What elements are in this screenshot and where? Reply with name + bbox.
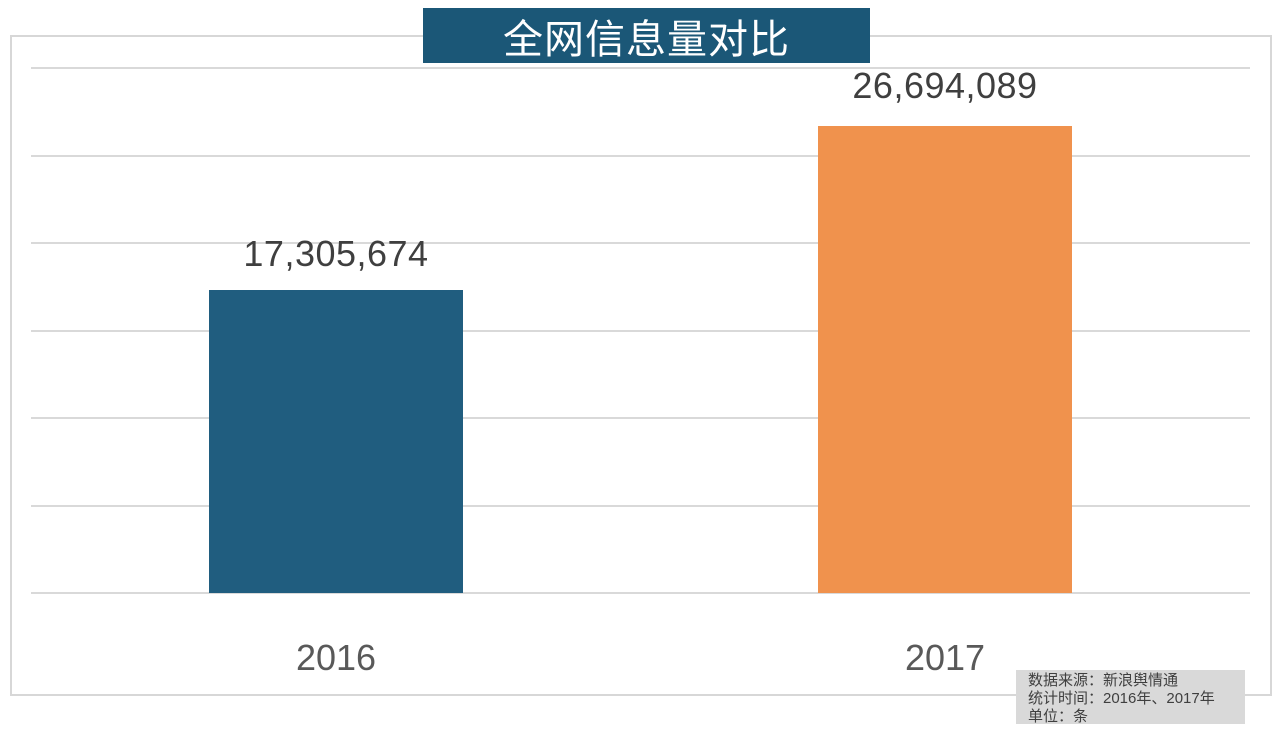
x-axis-label-2017: 2017 [904,637,986,678]
chart-title-banner: 全网信息量对比 [423,8,870,63]
gridline [31,505,1250,507]
gridline [31,417,1250,419]
bar-2017 [818,126,1072,593]
stat-period-line: 统计时间：2016年、2017年 [1028,690,1215,707]
data-source-line: 数据来源：新浪舆情通 [1028,672,1179,689]
value-label-2017: 26,694,089 [852,65,1038,106]
plot-area-border [10,35,1272,696]
value-label-2016: 17,305,674 [243,233,429,274]
x-axis-label-2016: 2016 [295,637,377,678]
baseline-gridline [31,592,1250,594]
gridline [31,330,1250,332]
gridline [31,155,1250,157]
gridline [31,67,1250,69]
chart-title: 全网信息量对比 [503,17,790,62]
unit-line: 单位：条 [1028,708,1089,725]
gridline [31,242,1250,244]
bar-2016 [209,290,463,593]
source-info-box: 数据来源：新浪舆情通 统计时间：2016年、2017年 单位：条 [1016,670,1245,725]
